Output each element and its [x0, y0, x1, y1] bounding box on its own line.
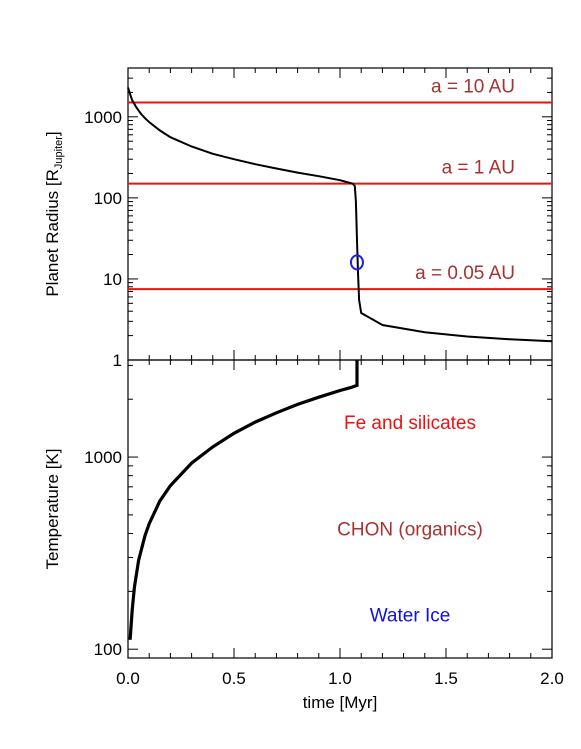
top-panel-frame: [127, 67, 553, 361]
orbit-label: a = 10 AU: [431, 77, 515, 98]
bottom-ticks: 0.0 0.5 1.0 1.5 2.0 100 1000: [84, 360, 564, 688]
x-tick-label: 1.0: [328, 669, 352, 688]
bottom-ylabel: Temperature [K]: [43, 449, 62, 570]
x-tick-label: 2.0: [540, 669, 564, 688]
y-tick-label: 100: [94, 189, 122, 208]
blue-marker: [349, 254, 364, 271]
hlines: a = 10 AU a = 1 AU a = 0.05 AU: [128, 77, 552, 291]
top-ticks: 1 10 100 1000: [84, 67, 553, 370]
y-tick-label: 1000: [84, 448, 122, 467]
orbit-label: a = 0.05 AU: [415, 263, 515, 284]
bottom-panel-frame: [127, 359, 553, 659]
material-annotation: Fe and silicates: [344, 413, 476, 434]
top-ylabel: Planet Radius [RJupiter]: [43, 131, 65, 296]
y-tick-label: 10: [103, 270, 122, 289]
material-annotation: CHON (organics): [337, 519, 483, 540]
labels: Fe and silicates CHON (organics) Water Ice: [337, 413, 483, 626]
x-tick-label: 1.5: [434, 669, 458, 688]
curves: [127, 87, 553, 640]
temperature-curve: [128, 360, 359, 640]
x-tick-label: 0.0: [116, 669, 140, 688]
y-tick-label: 100: [94, 640, 122, 659]
y-tick-label: 1000: [84, 108, 122, 127]
xlabel: time [Myr]: [303, 693, 378, 712]
radius-curve: [127, 87, 553, 343]
x-tick-label: 0.5: [222, 669, 246, 688]
material-annotation: Water Ice: [370, 605, 451, 626]
orbit-label: a = 1 AU: [442, 158, 515, 179]
y-tick-label: 1: [113, 351, 122, 370]
